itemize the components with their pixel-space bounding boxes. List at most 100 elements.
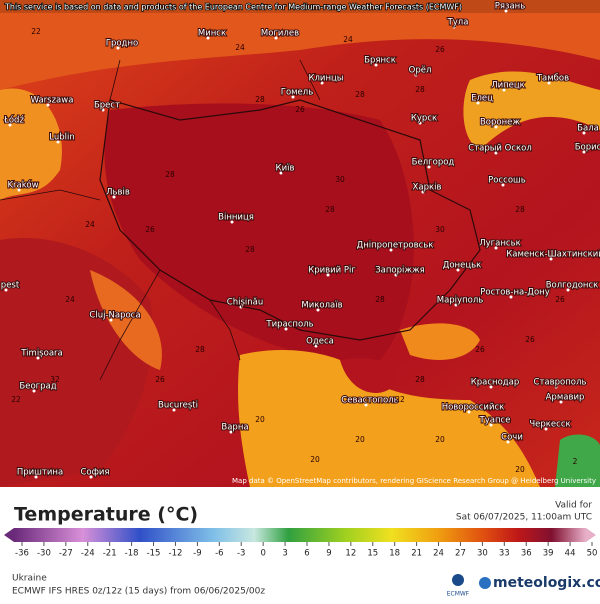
city-label: Курск bbox=[411, 114, 437, 124]
temperature-value: 24 bbox=[85, 220, 95, 229]
colorbar-tick-label: 21 bbox=[411, 549, 422, 559]
colorbar-tick-label: -30 bbox=[37, 549, 51, 559]
temperature-value: 28 bbox=[415, 375, 425, 384]
city-label: София bbox=[80, 468, 109, 478]
hot-zone bbox=[104, 103, 414, 362]
warm-zone bbox=[0, 88, 62, 200]
colorbar-tick-label: 15 bbox=[367, 549, 378, 559]
attribution-bar bbox=[0, 0, 600, 13]
city-label: Могилев bbox=[261, 29, 299, 39]
city-dot bbox=[112, 195, 116, 199]
city-dot bbox=[172, 408, 176, 412]
city-label: Борис bbox=[575, 143, 600, 153]
temperature-value: 2 bbox=[573, 457, 578, 466]
city-label: Тула bbox=[447, 18, 469, 28]
city-dot bbox=[320, 81, 324, 85]
map: This service is based on data and produc… bbox=[0, 0, 600, 487]
colorbar-tick-label: 18 bbox=[389, 549, 400, 559]
temperature-value: 26 bbox=[435, 45, 445, 54]
city-label: Харків bbox=[413, 183, 442, 193]
temperature-value: 20 bbox=[310, 455, 320, 464]
city-label: Рязань bbox=[495, 2, 526, 12]
city-label: Белгород bbox=[412, 158, 455, 168]
colorbar-tick-label: 0 bbox=[260, 549, 265, 559]
temperature-value: 20 bbox=[355, 435, 365, 444]
colorbar-tick-label: 3 bbox=[282, 549, 287, 559]
city-label: Chișinău bbox=[227, 298, 263, 308]
city-label: Орёл bbox=[409, 66, 432, 76]
city-dot bbox=[229, 430, 233, 434]
meteologix-icon bbox=[479, 577, 491, 589]
city-label: Туапсе bbox=[479, 416, 511, 426]
city-dot bbox=[279, 171, 283, 175]
colorbar-tick-label: 36 bbox=[521, 549, 532, 559]
temperature-value: 20 bbox=[515, 465, 525, 474]
colorbar-tick-label: -24 bbox=[81, 549, 95, 559]
temperature-value: 26 bbox=[295, 105, 305, 114]
temperature-value: 28 bbox=[375, 295, 385, 304]
colorbar-tick-label: 39 bbox=[543, 549, 554, 559]
city-dot bbox=[421, 190, 425, 194]
city-label: Приштина bbox=[17, 468, 63, 478]
city-dot bbox=[549, 257, 553, 261]
city-label: Сочи bbox=[501, 433, 523, 443]
city-label: Старый Оскол bbox=[468, 144, 532, 154]
city-dot bbox=[506, 440, 510, 444]
city-dot bbox=[427, 165, 431, 169]
city-label: Брянск bbox=[364, 56, 396, 66]
colorbar-tick-label: -15 bbox=[147, 549, 161, 559]
city-dot bbox=[582, 131, 586, 135]
temperature-value: 22 bbox=[395, 395, 405, 404]
city-dot bbox=[489, 423, 493, 427]
colorbar-tick-label: 24 bbox=[433, 549, 444, 559]
temperature-value: 28 bbox=[165, 170, 175, 179]
crimea bbox=[340, 358, 396, 393]
city-label: Елец bbox=[471, 94, 493, 104]
warm-zone bbox=[463, 71, 600, 150]
city-label: Київ bbox=[276, 164, 295, 174]
city-dot bbox=[8, 123, 12, 127]
meteologix-logo[interactable]: meteologix.com bbox=[493, 575, 600, 591]
city-label: Одеса bbox=[306, 337, 334, 347]
cool-zone bbox=[555, 434, 600, 487]
city-dot bbox=[326, 273, 330, 277]
city-label: Тамбов bbox=[536, 74, 569, 84]
temperature-value: 32 bbox=[50, 375, 60, 384]
city-label: Брест bbox=[94, 101, 120, 111]
temperature-value: 26 bbox=[555, 295, 565, 304]
colorbar-tick-label: 12 bbox=[345, 549, 356, 559]
warm-zone bbox=[0, 0, 600, 90]
city-label: Cluj-Napoca bbox=[89, 311, 140, 321]
city-dot bbox=[456, 268, 460, 272]
temperature-value: 28 bbox=[255, 95, 265, 104]
legend-title: Temperature (°C) bbox=[14, 504, 198, 526]
colorbar-tick-label: 9 bbox=[326, 549, 331, 559]
temperature-value: 24 bbox=[235, 43, 245, 52]
temperature-value: 28 bbox=[195, 345, 205, 354]
city-label: Варна bbox=[221, 423, 248, 433]
colorbar-tick-label: 6 bbox=[304, 549, 309, 559]
colorbar-tick-label: -6 bbox=[215, 549, 223, 559]
temperature-value: 26 bbox=[525, 335, 535, 344]
temperature-value: 24 bbox=[343, 35, 353, 44]
city-dot bbox=[34, 475, 38, 479]
city-dot bbox=[504, 9, 508, 13]
city-label: Lublin bbox=[49, 133, 74, 143]
city-dot bbox=[314, 344, 318, 348]
temperature-value: 22 bbox=[11, 395, 21, 404]
city-dot bbox=[32, 389, 36, 393]
city-dot bbox=[284, 327, 288, 331]
temperature-value: 30 bbox=[435, 225, 445, 234]
city-label: Воронеж bbox=[480, 118, 520, 128]
city-label: Львів bbox=[106, 188, 130, 198]
city-dot bbox=[559, 400, 563, 404]
valid-label: Valid for bbox=[555, 501, 592, 511]
city-dot bbox=[502, 88, 506, 92]
city-dot bbox=[374, 63, 378, 67]
city-dot bbox=[17, 188, 21, 192]
temperature-value: 20 bbox=[435, 435, 445, 444]
temperature-labels: 22 24 24 26 28 28 28 26 24 28 28 30 28 28 28 26 24 30 28 26… bbox=[11, 27, 577, 474]
city-label: Бала bbox=[577, 124, 599, 134]
colorbar-tick-label: 27 bbox=[455, 549, 466, 559]
